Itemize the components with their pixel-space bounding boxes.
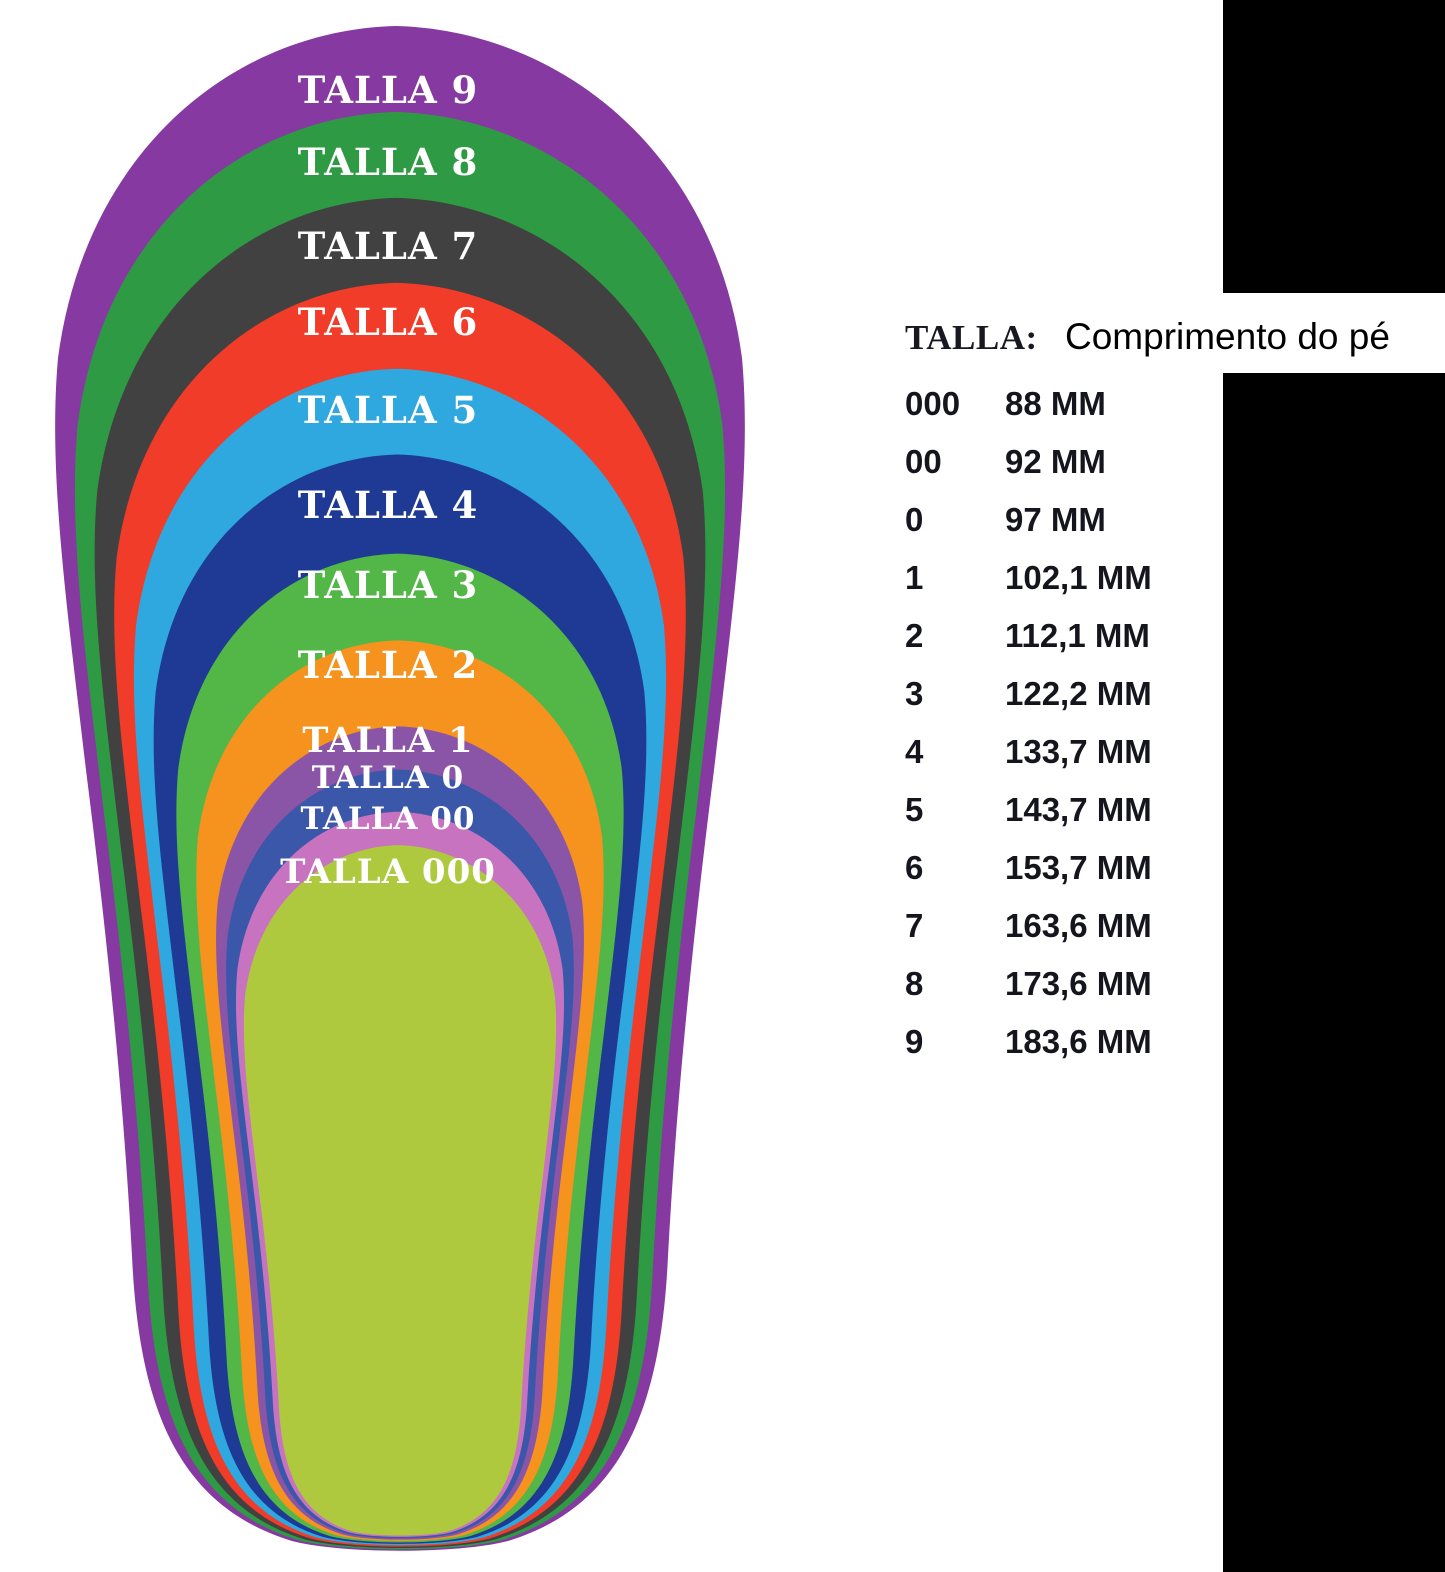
legend-length-cell: 153,7 MM (1005, 849, 1152, 886)
legend-length-cell: 143,7 MM (1005, 791, 1152, 828)
legend-length-cell: 173,6 MM (1005, 965, 1152, 1002)
insole-label-talla-5: TALLA 5 (298, 388, 479, 432)
legend-size-cell: 9 (905, 1023, 924, 1060)
legend-size-cell: 8 (905, 965, 924, 1002)
legend-row-talla-2: 2 112,1 MM (905, 607, 1425, 665)
insole-label-talla-2: TALLA 2 (298, 643, 479, 687)
legend-row-talla-4: 4 133,7 MM (905, 723, 1425, 781)
legend-length-cell: 102,1 MM (1005, 559, 1152, 596)
redaction-rectangle-bottom (1223, 373, 1445, 1572)
legend-row-talla-5: 5 143,7 MM (905, 781, 1425, 839)
legend-size-cell: 7 (905, 907, 924, 944)
legend-row-talla-7: 7 163,6 MM (905, 897, 1425, 955)
legend-row-talla-9: 9 183,6 MM (905, 1013, 1425, 1071)
legend-row-talla-1: 1 102,1 MM (905, 549, 1425, 607)
legend-row-talla-3: 3 122,2 MM (905, 665, 1425, 723)
legend-length-cell: 97 MM (1005, 501, 1106, 538)
insole-label-talla-7: TALLA 7 (298, 224, 479, 268)
legend-length-cell: 122,2 MM (1005, 675, 1152, 712)
size-legend: TALLA: Comprimento do pé 000 88 MM 00 92 MM… (905, 316, 1425, 1071)
insole-label-talla-9: TALLA 9 (298, 68, 479, 112)
insole-label-talla-000: TALLA 000 (280, 852, 496, 892)
insole-shape-talla-000 (243, 845, 557, 1536)
legend-length-cell: 88 MM (1005, 385, 1106, 422)
legend-length-cell: 92 MM (1005, 443, 1106, 480)
insole-label-talla-3: TALLA 3 (298, 563, 479, 607)
legend-row-talla-00: 00 92 MM (905, 433, 1425, 491)
legend-row-talla-6: 6 153,7 MM (905, 839, 1425, 897)
legend-size-cell: 000 (905, 385, 961, 422)
legend-size-cell: 0 (905, 501, 924, 538)
legend-length-cell: 112,1 MM (1005, 617, 1150, 654)
legend-row-talla-000: 000 88 MM (905, 375, 1425, 433)
legend-size-cell: 3 (905, 675, 924, 712)
legend-row-talla-8: 8 173,6 MM (905, 955, 1425, 1013)
insole-label-talla-1: TALLA 1 (302, 720, 473, 761)
legend-row-talla-0: 0 97 MM (905, 491, 1425, 549)
legend-size-cell: 6 (905, 849, 924, 886)
insole-label-talla-4: TALLA 4 (298, 483, 479, 527)
legend-length-cell: 183,6 MM (1005, 1023, 1152, 1060)
legend-size-cell: 00 (905, 443, 942, 480)
legend-size-cell: 2 (905, 617, 924, 654)
legend-size-cell: 1 (905, 559, 924, 596)
legend-rows: 000 88 MM 00 92 MM 0 97 MM 1 102,1 MM 2 112,1 MM 3… (905, 375, 1425, 1071)
legend-header: TALLA: Comprimento do pé (905, 316, 1425, 362)
insole-label-talla-0: TALLA 0 (312, 760, 464, 796)
legend-size-cell: 4 (905, 733, 924, 770)
legend-length-cell: 133,7 MM (1005, 733, 1152, 770)
nested-insoles-figure: TALLA 9 TALLA 8 TALLA 7 TALLA 6 TALLA 5 TALLA… (55, 26, 745, 1551)
insole-label-talla-8: TALLA 8 (298, 140, 479, 184)
legend-header-talla: TALLA: (905, 318, 1038, 357)
insole-label-talla-6: TALLA 6 (298, 300, 479, 344)
legend-header-length: Comprimento do pé (1065, 316, 1390, 357)
legend-length-cell: 163,6 MM (1005, 907, 1152, 944)
legend-size-cell: 5 (905, 791, 924, 828)
redaction-rectangle-top (1223, 0, 1445, 293)
insole-label-talla-00: TALLA 00 (300, 801, 475, 837)
